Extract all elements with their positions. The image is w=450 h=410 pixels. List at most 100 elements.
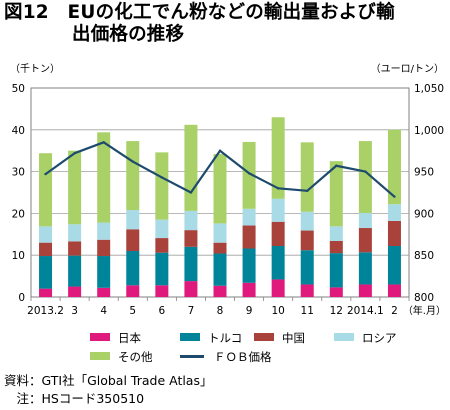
bar-segment-5 (184, 210, 198, 231)
bar-segment-8 (271, 279, 285, 297)
bar-segment-1 (68, 224, 82, 242)
y-right-tick-label: 1,000 (414, 125, 444, 137)
bar-segment-9 (300, 250, 314, 285)
y-left-tick-label: 20 (12, 208, 25, 220)
fob-price-point (131, 160, 134, 163)
bar-segment-11 (358, 212, 372, 229)
y-right-axis-label: （ユーロ/トン） (371, 63, 444, 75)
y-left-tick-label: 40 (12, 125, 25, 137)
fob-price-point (364, 170, 367, 173)
bar-segment-12 (387, 204, 401, 221)
x-tick-label: 6 (159, 305, 166, 317)
x-tick-label: 2013.2 (27, 305, 64, 317)
title-line-2: 出価格の推移 (72, 24, 185, 45)
bar-segment-2 (97, 239, 111, 257)
bar-segment-5 (184, 124, 198, 211)
bar-segment-7 (242, 208, 256, 226)
bar-segment-0 (39, 242, 53, 257)
bar-segment-9 (300, 230, 314, 251)
bar-segment-2 (97, 256, 111, 288)
bar-segment-9 (300, 284, 314, 297)
x-axis-unit: （年.月） (403, 304, 446, 317)
bar-segment-1 (68, 150, 82, 225)
bar-segment-10 (329, 287, 343, 297)
bar-segment-3 (126, 285, 140, 297)
x-tick-label: 2014.1 (347, 305, 384, 317)
bar-segment-5 (184, 246, 198, 282)
bar-segment-1 (68, 241, 82, 256)
fob-price-point (393, 195, 396, 198)
x-tick-label: 4 (100, 305, 107, 317)
bar-segment-6 (213, 253, 227, 286)
y-right-tick-label: 1,050 (414, 83, 444, 95)
y-left-axis-label: （千トン） (10, 63, 60, 75)
bar-segment-4 (155, 238, 169, 253)
fob-price-point (73, 152, 76, 155)
bar-segment-8 (271, 198, 285, 222)
bar-segment-11 (358, 284, 372, 297)
bar-segment-1 (68, 286, 82, 297)
bar-segment-9 (300, 142, 314, 212)
source-line: 資料：GTI社「Global Trade Atlas」 (4, 373, 213, 388)
bar-segment-4 (155, 219, 169, 239)
bar-segment-12 (387, 220, 401, 247)
bar-segment-10 (329, 161, 343, 227)
x-tick-label: 3 (71, 305, 78, 317)
title-line-1: 図12 EUの化工でん粉などの輸出量および輸 (4, 2, 395, 23)
y-left-tick-label: 30 (12, 167, 25, 179)
x-tick-label: 11 (301, 305, 314, 317)
x-tick-label: 7 (188, 305, 195, 317)
bar-segment-7 (242, 248, 256, 283)
bar-segment-10 (329, 253, 343, 288)
fob-price-point (160, 176, 164, 179)
x-tick-label: 5 (129, 305, 136, 317)
fob-price-point (218, 149, 222, 152)
y-right-tick-label: 900 (414, 208, 434, 220)
bar-segment-7 (242, 141, 256, 209)
bar-segment-1 (68, 255, 82, 287)
bar-segment-12 (387, 129, 401, 205)
fob-price-point (306, 189, 309, 193)
page-title: 図12 EUの化工でん粉などの輸出量および輸 出価格の推移 (4, 2, 395, 46)
fob-price-point (335, 164, 338, 167)
fob-price-point (276, 187, 280, 190)
bar-segment-5 (184, 230, 198, 247)
fob-price-point (247, 172, 251, 175)
bar-segment-11 (358, 228, 372, 253)
bar-segment-11 (358, 141, 372, 213)
x-tick-label: 10 (271, 305, 284, 317)
bar-segment-4 (155, 252, 169, 286)
x-tick-label: 8 (217, 305, 224, 317)
bar-segment-3 (126, 229, 140, 252)
x-tick-label: 2 (391, 305, 398, 317)
y-right-tick-label: 850 (414, 250, 434, 262)
bar-segment-3 (126, 210, 140, 230)
bar-segment-0 (39, 153, 53, 227)
fob-price-point (102, 141, 105, 144)
bar-segment-8 (271, 246, 285, 280)
bar-segment-11 (358, 252, 372, 285)
bar-segment-6 (213, 223, 227, 243)
y-right-tick-label: 950 (414, 167, 434, 179)
fob-price-point (44, 172, 47, 176)
bar-segment-4 (155, 152, 169, 220)
y-right-tick-label: 800 (414, 292, 434, 304)
bar-segment-9 (300, 211, 314, 231)
x-tick-label: 9 (246, 305, 253, 317)
bar-segment-10 (329, 226, 343, 241)
bar-segment-2 (97, 287, 111, 297)
bar-segment-6 (213, 242, 227, 254)
bar-segment-6 (213, 154, 227, 224)
bar-segment-12 (387, 284, 401, 297)
bar-segment-8 (271, 117, 285, 199)
bar-segment-2 (97, 132, 111, 223)
bar-segment-5 (184, 281, 198, 297)
bar-segment-10 (329, 240, 343, 254)
bar-segment-4 (155, 285, 169, 297)
y-left-tick-label: 0 (18, 292, 25, 304)
bar-segment-0 (39, 288, 53, 297)
y-left-tick-label: 50 (12, 83, 25, 95)
bar-segment-12 (387, 246, 401, 285)
x-tick-label: 12 (330, 305, 343, 317)
note-line: 注：HSコード350510 (4, 391, 145, 406)
